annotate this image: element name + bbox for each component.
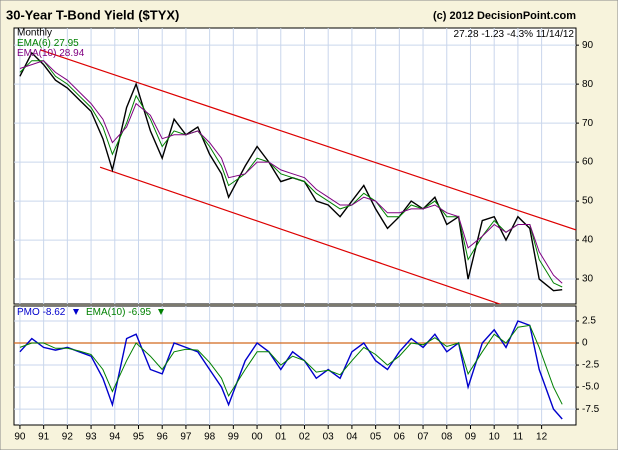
x-tick-label: 03 — [323, 432, 335, 443]
x-tick-label: 12 — [536, 432, 548, 443]
source: (c) 2012 DecisionPoint.com — [433, 10, 576, 22]
x-tick-label: 91 — [38, 432, 50, 443]
x-tick-label: 11 — [513, 432, 524, 443]
legend-value: -6.95 — [128, 307, 151, 318]
chart-title: 30-Year T-Bond Yield ($TYX) — [6, 7, 179, 22]
legend-label: EMA(6) — [17, 38, 51, 49]
last-value: 27.28 — [454, 29, 479, 40]
down-arrow — [73, 309, 79, 315]
x-tick-label: 00 — [251, 432, 263, 443]
x-tick-label: 06 — [394, 432, 406, 443]
series-line — [19, 320, 563, 420]
x-tick-label: 90 — [14, 432, 26, 443]
x-tick-label: 01 — [275, 432, 287, 443]
trend-channel — [39, 49, 576, 231]
trend-channel — [99, 166, 502, 304]
y-tick-label: 60 — [582, 157, 594, 168]
x-tick-label: 93 — [86, 432, 98, 443]
y-tick-label: 50 — [582, 196, 594, 207]
x-tick-label: 98 — [204, 432, 216, 443]
legend-label: EMA(10) — [17, 48, 56, 59]
y-tick-label: 40 — [582, 235, 594, 246]
x-tick-label: 07 — [417, 432, 429, 443]
y-tick-label: 80 — [582, 79, 594, 90]
price-panel — [13, 27, 577, 305]
period: Monthly — [17, 28, 52, 39]
series-line — [19, 324, 563, 405]
legend-label: PMO — [17, 307, 40, 318]
x-tick-label: 08 — [441, 432, 453, 443]
x-tick-label: 92 — [62, 432, 74, 443]
series-line — [19, 60, 563, 284]
x-tick-label: 95 — [133, 432, 145, 443]
legend-value: -8.62 — [43, 307, 66, 318]
plot-layer: 30 40 50 60 70 80 90 2.5 0 -2.5 -5.0 -7.5 90 91 92 93 94… — [14, 28, 600, 443]
y-tick-label: 2.5 — [582, 316, 596, 327]
x-tick-label: 04 — [346, 432, 358, 443]
x-tick-label: 99 — [228, 432, 240, 443]
quote: 27.28 -1.23 -4.3% 11/14/12 — [454, 29, 575, 40]
x-tick-label: 97 — [180, 432, 192, 443]
series-line — [19, 60, 563, 288]
x-tick-label: 96 — [157, 432, 169, 443]
legend-value: 27.95 — [54, 38, 79, 49]
legend-pmo-ema: EMA(10) -6.95 — [86, 307, 151, 318]
panel-plot — [14, 28, 576, 304]
change: -1.23 — [481, 29, 504, 40]
panel-plot — [14, 306, 576, 425]
x-tick-label: 09 — [465, 432, 477, 443]
legend-pmo: PMO -8.62 — [17, 307, 66, 318]
y-tick-label: -7.5 — [582, 404, 600, 415]
down-arrow — [158, 309, 164, 315]
x-tick-label: 02 — [299, 432, 311, 443]
x-tick-label: 94 — [109, 432, 121, 443]
legend-label: EMA(10) — [86, 307, 125, 318]
legend-ema10: EMA(10) 28.94 — [17, 48, 85, 59]
change-pct: -4.3% — [507, 29, 533, 40]
y-tick-label: -5.0 — [582, 382, 600, 393]
x-tick-label: 10 — [489, 432, 501, 443]
y-tick-label: 70 — [582, 118, 594, 129]
y-tick-label: 90 — [582, 40, 594, 51]
date: 11/14/12 — [536, 29, 575, 40]
y-tick-label: 30 — [582, 274, 594, 285]
legend-value: 28.94 — [59, 48, 84, 59]
y-tick-label: 0 — [582, 338, 588, 349]
legend-ema6: EMA(6) 27.95 — [17, 38, 79, 49]
x-tick-label: 05 — [370, 432, 382, 443]
y-tick-label: -2.5 — [582, 360, 600, 371]
